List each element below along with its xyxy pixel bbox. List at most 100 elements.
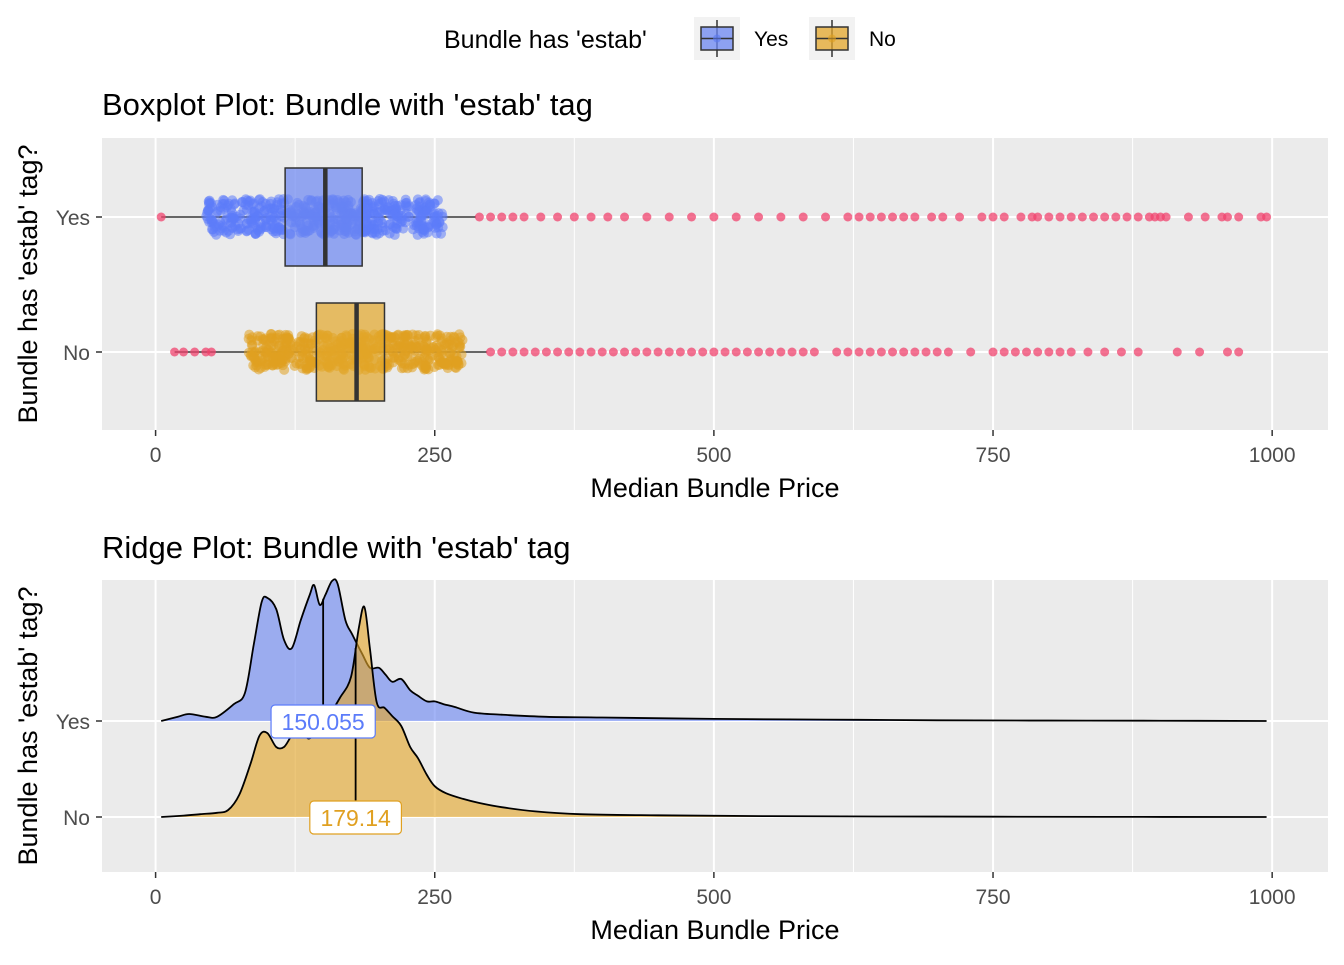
jitter-point: [433, 208, 444, 219]
outlier-point: [1133, 212, 1143, 222]
outlier-point: [687, 347, 697, 357]
jitter-point: [212, 206, 223, 217]
jitter-point: [420, 347, 431, 358]
outlier-point: [664, 347, 674, 357]
outliers-no: [170, 347, 1244, 357]
outlier-point: [988, 347, 998, 357]
outlier-point: [206, 347, 216, 357]
outlier-point: [603, 212, 613, 222]
outlier-point: [1133, 347, 1143, 357]
outlier-point: [1262, 212, 1272, 222]
outlier-point: [988, 212, 998, 222]
boxplot-y-tick-label: No: [63, 342, 90, 365]
outlier-point: [832, 347, 842, 357]
jitter-point: [437, 222, 448, 233]
jitter-point: [267, 352, 278, 363]
outlier-point: [1044, 347, 1054, 357]
boxplot-x-tick-label: 250: [417, 444, 452, 467]
outlier-point: [179, 347, 189, 357]
ridge-title: Ridge Plot: Bundle with 'estab' tag: [102, 530, 571, 565]
jitter-point: [391, 348, 402, 359]
outlier-point: [742, 347, 752, 357]
jitter-point: [246, 351, 257, 362]
outlier-point: [620, 212, 630, 222]
jitter-point: [387, 195, 398, 206]
outlier-point: [1033, 212, 1043, 222]
outlier-point: [664, 212, 674, 222]
outlier-point: [709, 347, 719, 357]
outlier-point: [932, 347, 942, 357]
jitter-point: [410, 345, 421, 356]
ridge-y-ticks: Yes No: [56, 711, 102, 830]
jitter-point: [227, 195, 238, 206]
jitter-point: [283, 348, 294, 359]
jitter-point: [202, 214, 213, 225]
outlier-point: [486, 212, 496, 222]
outlier-point: [1195, 347, 1205, 357]
outlier-point: [1172, 347, 1182, 357]
outlier-point: [1223, 347, 1233, 357]
outlier-point: [653, 347, 663, 357]
outlier-point: [530, 347, 540, 357]
jitter-point: [272, 199, 283, 210]
jitter-point: [413, 329, 424, 340]
median-label-box-no: [309, 800, 403, 835]
jitter-point: [424, 197, 435, 208]
outlier-point: [943, 347, 953, 357]
jitter-point: [404, 201, 415, 212]
outlier-point: [999, 212, 1009, 222]
legend-key-no: [809, 17, 855, 60]
outlier-point: [910, 347, 920, 357]
boxplot-marks: [156, 167, 1272, 402]
outlier-point: [190, 347, 200, 357]
outlier-point: [1055, 347, 1065, 357]
ridge-area-no: [161, 606, 1267, 817]
outlier-point: [888, 347, 898, 357]
outlier-point: [1089, 212, 1099, 222]
jitter-point: [252, 335, 263, 346]
outlier-point: [809, 347, 819, 357]
jitter-point: [403, 359, 414, 370]
outlier-point: [698, 347, 708, 357]
outlier-point: [899, 347, 909, 357]
outlier-point: [631, 347, 641, 357]
boxplot-x-tick-label: 0: [150, 444, 162, 467]
outlier-point: [1234, 347, 1244, 357]
jitter-point: [218, 194, 229, 205]
outlier-point: [776, 212, 786, 222]
jitter-point: [379, 204, 390, 215]
outlier-point: [910, 212, 920, 222]
jitter-point: [397, 216, 408, 227]
outlier-point: [642, 347, 652, 357]
jitter-point: [249, 207, 260, 218]
outlier-point: [1010, 347, 1020, 357]
ridge-x-tick-label: 250: [417, 886, 452, 909]
boxplot-y-tick-label: Yes: [56, 207, 90, 230]
outlier-point: [821, 212, 831, 222]
outlier-point: [865, 347, 875, 357]
jitter-point: [384, 228, 395, 239]
outlier-point: [508, 347, 518, 357]
legend-label-no: No: [869, 28, 896, 51]
outlier-point: [1022, 347, 1032, 357]
outlier-point: [731, 212, 741, 222]
ridge-x-tick-label: 750: [976, 886, 1011, 909]
outlier-point: [854, 212, 864, 222]
outlier-point: [1083, 347, 1093, 357]
jitter-point: [418, 224, 429, 235]
jitter-point: [289, 360, 300, 371]
jitter-point: [391, 224, 402, 235]
legend-key-point-no: [828, 34, 836, 43]
outlier-point: [1234, 212, 1244, 222]
outlier-point: [564, 347, 574, 357]
boxplot-x-tick-label: 750: [976, 444, 1011, 467]
outlier-point: [876, 212, 886, 222]
jitter-point: [428, 216, 439, 227]
jitter-point: [266, 212, 277, 223]
boxplot-x-axis-title: Median Bundle Price: [590, 473, 839, 503]
outlier-point: [754, 347, 764, 357]
outlier-point: [474, 212, 484, 222]
outlier-point: [720, 347, 730, 357]
